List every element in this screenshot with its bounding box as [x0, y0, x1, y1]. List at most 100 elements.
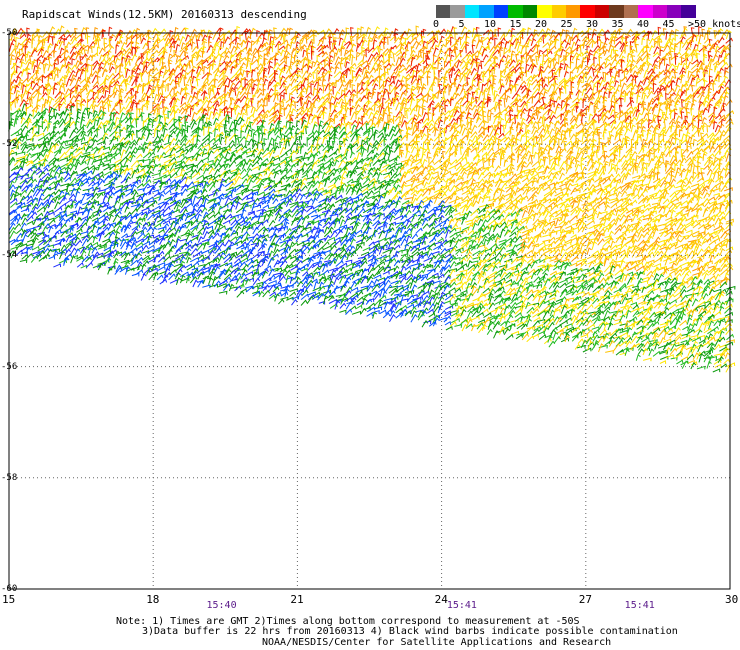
wind-barb — [188, 60, 193, 69]
wind-barb — [471, 27, 477, 38]
wind-barb — [648, 37, 655, 45]
wind-barb — [48, 26, 56, 35]
wind-barb — [333, 52, 338, 61]
wind-barb — [701, 28, 705, 38]
wind-barb — [508, 59, 516, 67]
wind-barb — [312, 87, 318, 97]
wind-barb — [498, 173, 505, 180]
wind-barb — [15, 36, 20, 46]
wind-barb — [31, 29, 40, 37]
wind-barb — [191, 51, 198, 57]
wind-barb — [428, 46, 434, 54]
wind-barb — [108, 26, 113, 36]
wind-barb — [219, 55, 225, 62]
wind-barb — [185, 92, 190, 100]
wind-barb — [136, 153, 143, 160]
wind-barb — [203, 65, 208, 75]
wind-barb — [131, 28, 137, 37]
wind-barb — [384, 48, 393, 57]
wind-barb — [633, 38, 638, 48]
wind-barb — [684, 170, 691, 180]
wind-barb — [141, 141, 148, 150]
wind-barb — [180, 55, 190, 62]
wind-barb — [620, 59, 625, 69]
wind-barb — [67, 63, 71, 73]
wind-barb — [124, 188, 132, 193]
wind-barb — [371, 33, 378, 42]
wind-barb — [690, 107, 694, 116]
wind-barb — [15, 57, 21, 65]
wind-barb — [197, 159, 204, 166]
wind-barb — [719, 158, 723, 167]
wind-barb — [596, 35, 601, 45]
wind-barb — [273, 102, 279, 111]
wind-barb — [167, 53, 173, 63]
wind-barb — [476, 167, 482, 175]
wind-barb — [554, 120, 560, 129]
wind-barb — [453, 27, 457, 35]
wind-barb — [576, 65, 583, 73]
wind-barb — [185, 27, 189, 36]
wind-barb — [427, 143, 431, 153]
wind-barb — [559, 172, 565, 181]
wind-barb — [189, 35, 194, 44]
wind-barb — [410, 46, 415, 54]
wind-barb — [635, 154, 640, 163]
wind-barb — [563, 63, 569, 71]
wind-barb — [280, 152, 288, 158]
wind-barb — [687, 122, 692, 133]
wind-barb — [698, 45, 707, 53]
wind-barb — [343, 31, 350, 41]
wind-barb — [702, 48, 708, 57]
wind-barb — [322, 111, 327, 120]
wind-barb — [355, 51, 361, 61]
wind-barb — [142, 42, 149, 50]
wind-barb — [134, 55, 142, 65]
wind-barb — [707, 50, 712, 58]
wind-barb — [689, 142, 694, 150]
wind-barb — [679, 129, 683, 138]
wind-barb — [185, 105, 191, 115]
wind-barb — [665, 37, 672, 46]
wind-barb — [37, 136, 46, 141]
wind-barb — [267, 171, 274, 179]
wind-barb — [203, 126, 207, 136]
wind-barb — [443, 116, 449, 125]
wind-barb — [261, 37, 267, 45]
wind-barb — [175, 184, 181, 192]
wind-barb — [544, 27, 551, 38]
wind-barb — [686, 145, 690, 153]
wind-barb — [419, 49, 424, 58]
wind-barb — [164, 68, 171, 76]
wind-barb — [400, 55, 404, 63]
wind-barb — [662, 44, 670, 53]
wind-barb — [382, 88, 388, 98]
wind-barb — [399, 67, 407, 74]
wind-barb — [482, 54, 489, 61]
wind-barb — [476, 64, 482, 74]
wind-barb — [489, 45, 497, 53]
wind-barb — [208, 41, 212, 51]
wind-barb — [415, 25, 420, 35]
wind-barb — [75, 52, 81, 60]
wind-barb — [70, 64, 77, 71]
wind-barb — [658, 40, 663, 48]
wind-barb — [725, 63, 733, 70]
wind-barb — [236, 84, 244, 91]
wind-barb — [718, 59, 726, 65]
wind-barb — [228, 160, 237, 168]
wind-barb — [585, 86, 593, 95]
wind-barb — [713, 106, 718, 115]
wind-barb — [477, 171, 485, 180]
wind-barb — [74, 42, 82, 49]
wind-barb — [294, 54, 298, 62]
wind-barb — [357, 49, 366, 58]
wind-barb — [587, 102, 594, 113]
wind-barb — [241, 173, 250, 180]
wind-barb — [184, 157, 192, 164]
wind-barb — [456, 60, 462, 69]
wind-barb — [569, 36, 574, 46]
wind-barb — [399, 57, 406, 65]
wind-barb — [63, 29, 70, 36]
wind-barb — [131, 133, 136, 141]
